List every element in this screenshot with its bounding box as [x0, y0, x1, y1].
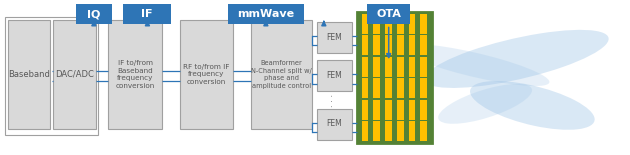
Bar [374, 14, 380, 34]
Text: DAC/ADC: DAC/ADC [55, 70, 94, 79]
Bar [76, 4, 112, 24]
Bar [5, 17, 98, 135]
Bar [385, 121, 392, 141]
Bar [397, 35, 404, 55]
Ellipse shape [470, 81, 595, 130]
Bar [409, 100, 415, 120]
Bar [397, 100, 404, 120]
Text: · · ·: · · · [329, 93, 338, 106]
Bar [385, 57, 392, 77]
Bar [53, 20, 96, 129]
Bar [180, 20, 233, 129]
Bar [228, 4, 304, 24]
Bar [385, 100, 392, 120]
Text: FEM: FEM [326, 33, 342, 42]
Text: OTA: OTA [376, 9, 401, 19]
Ellipse shape [425, 30, 609, 88]
Bar [123, 4, 171, 24]
Bar [385, 78, 392, 98]
Bar [374, 100, 380, 120]
Bar [397, 57, 404, 77]
Bar [397, 78, 404, 98]
Text: IQ: IQ [87, 9, 101, 19]
Bar [108, 20, 162, 129]
Bar [374, 57, 380, 77]
Text: IF: IF [141, 9, 153, 19]
Text: IF to/from
Baseband
frequency
conversion: IF to/from Baseband frequency conversion [115, 60, 155, 89]
Bar [420, 14, 427, 34]
Bar [409, 121, 415, 141]
Bar [317, 108, 352, 140]
Bar [357, 12, 432, 143]
Bar [385, 14, 392, 34]
Bar [374, 78, 380, 98]
Bar [374, 35, 380, 55]
Bar [362, 121, 369, 141]
Bar [362, 14, 369, 34]
Bar [362, 35, 369, 55]
Bar [362, 100, 369, 120]
Text: mmWave: mmWave [238, 9, 294, 19]
Bar [362, 57, 369, 77]
Bar [397, 121, 404, 141]
Ellipse shape [438, 84, 532, 124]
Text: RF to/from IF
frequency
conversion: RF to/from IF frequency conversion [183, 64, 229, 85]
Text: Beamformer
N-Channel split w/
phase and
amplitude control: Beamformer N-Channel split w/ phase and … [251, 60, 312, 89]
Bar [420, 57, 427, 77]
Bar [8, 20, 50, 129]
Bar [362, 78, 369, 98]
Bar [251, 20, 312, 129]
Bar [420, 100, 427, 120]
Bar [317, 22, 352, 53]
Bar [409, 78, 415, 98]
Bar [397, 14, 404, 34]
Text: FEM: FEM [326, 71, 342, 80]
Text: Baseband: Baseband [8, 70, 50, 79]
Bar [420, 121, 427, 141]
Bar [409, 14, 415, 34]
Bar [420, 78, 427, 98]
Bar [420, 35, 427, 55]
Bar [367, 4, 410, 24]
Text: FEM: FEM [326, 120, 342, 128]
Bar [385, 35, 392, 55]
Bar [409, 35, 415, 55]
Bar [409, 57, 415, 77]
Ellipse shape [402, 44, 549, 86]
Bar [317, 60, 352, 91]
Bar [374, 121, 380, 141]
